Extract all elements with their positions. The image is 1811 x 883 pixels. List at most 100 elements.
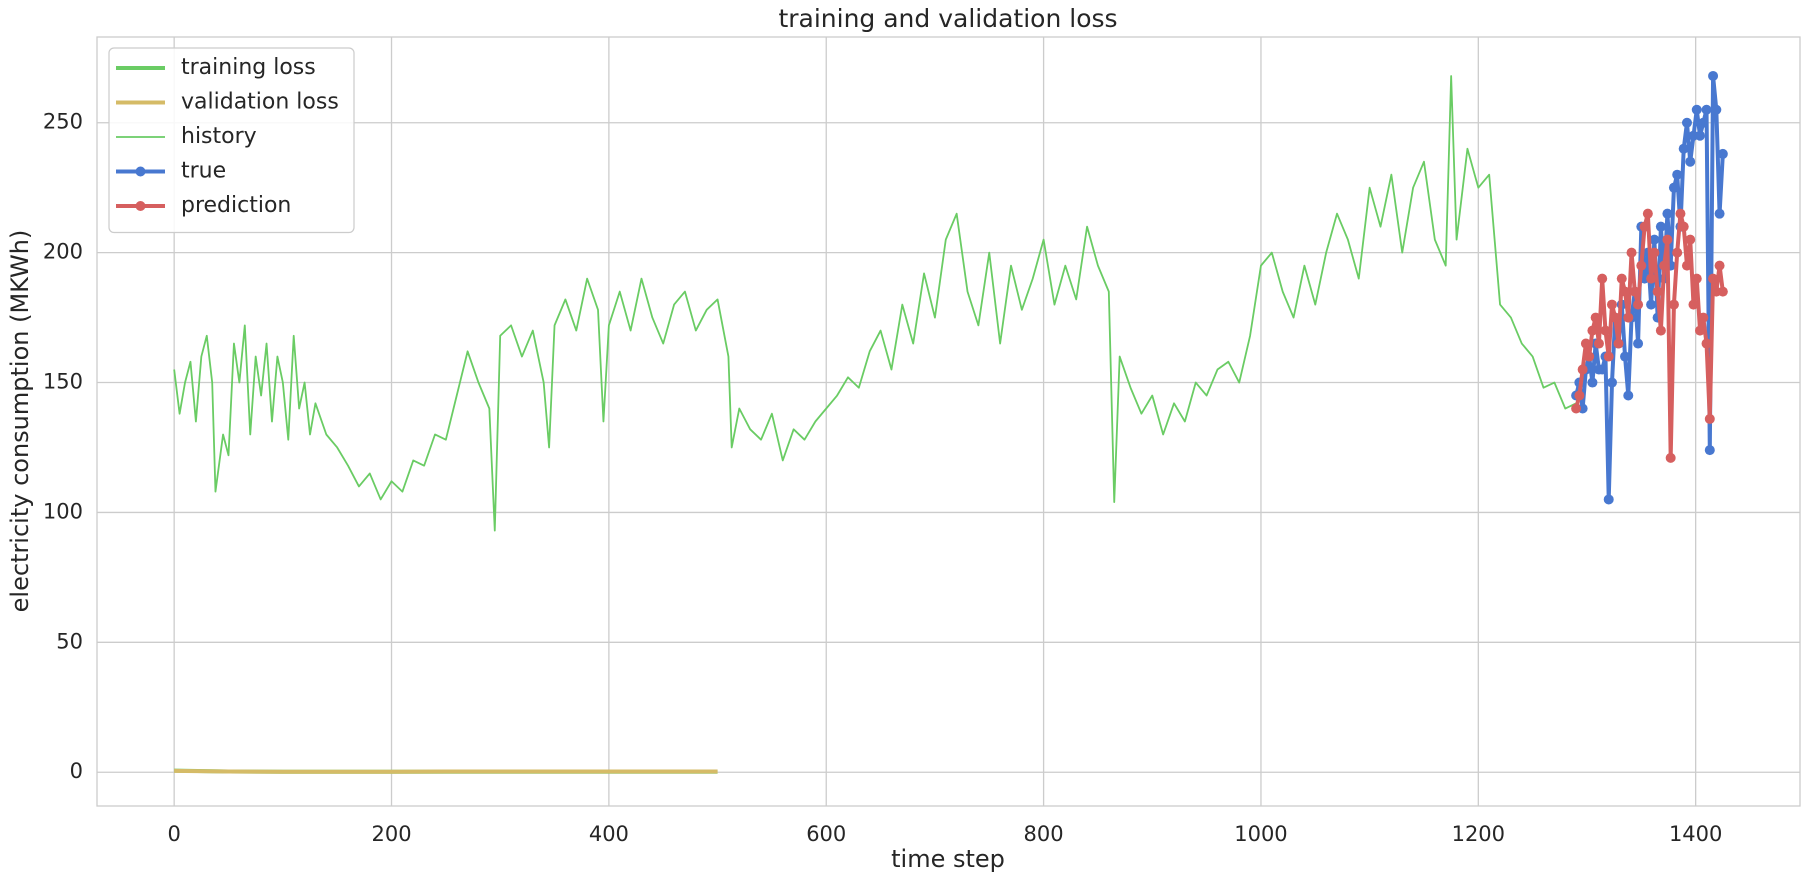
data-point bbox=[1662, 208, 1673, 219]
data-point bbox=[1629, 286, 1640, 297]
data-point bbox=[1681, 260, 1692, 271]
data-point bbox=[1717, 148, 1728, 159]
data-point bbox=[1678, 143, 1689, 154]
x-tick-label: 200 bbox=[371, 822, 411, 846]
y-tick-label: 50 bbox=[56, 629, 83, 653]
data-point bbox=[1691, 273, 1702, 284]
data-point bbox=[1633, 299, 1644, 310]
data-point bbox=[1616, 273, 1627, 284]
data-point bbox=[1701, 338, 1712, 349]
data-point bbox=[1597, 273, 1608, 284]
legend-label: true bbox=[181, 159, 226, 184]
legend-box bbox=[108, 47, 355, 234]
x-tick-label: 1000 bbox=[1234, 822, 1287, 846]
data-point bbox=[1577, 364, 1588, 375]
data-point bbox=[1590, 312, 1601, 323]
data-point bbox=[1587, 377, 1598, 388]
data-point bbox=[1659, 260, 1670, 271]
data-point bbox=[1620, 286, 1631, 297]
data-point bbox=[1704, 413, 1715, 424]
data-point bbox=[1701, 104, 1712, 115]
x-tick-label: 600 bbox=[806, 822, 846, 846]
data-point bbox=[1584, 351, 1595, 362]
x-tick-label: 0 bbox=[167, 822, 180, 846]
data-point bbox=[1636, 260, 1647, 271]
series-line bbox=[173, 75, 1577, 532]
data-point bbox=[1695, 130, 1706, 141]
data-point bbox=[1711, 104, 1722, 115]
legend-marker bbox=[135, 201, 146, 211]
data-point bbox=[1639, 221, 1650, 232]
data-point bbox=[1698, 117, 1709, 128]
data-point bbox=[1652, 286, 1663, 297]
legend-label: prediction bbox=[181, 193, 291, 218]
data-point bbox=[1646, 273, 1657, 284]
data-point bbox=[1613, 338, 1624, 349]
data-point bbox=[1626, 247, 1637, 258]
data-point bbox=[1714, 260, 1725, 271]
x-tick-label: 800 bbox=[1024, 822, 1064, 846]
x-axis-label: time step bbox=[891, 845, 1005, 873]
data-point bbox=[1655, 325, 1666, 336]
data-point bbox=[1646, 299, 1657, 310]
data-point bbox=[1603, 351, 1614, 362]
chart-title: training and validation loss bbox=[778, 4, 1117, 33]
x-tick-label: 1400 bbox=[1669, 822, 1722, 846]
data-point bbox=[1597, 364, 1608, 375]
data-point bbox=[1685, 156, 1696, 167]
legend-marker bbox=[135, 166, 146, 177]
data-point bbox=[1655, 221, 1666, 232]
legend-label: validation loss bbox=[181, 90, 339, 115]
data-point bbox=[1704, 445, 1715, 456]
data-point bbox=[1623, 312, 1634, 323]
ticks: 0 200 400 600 800 1000 1200 1400 0 50 100 150 200 250 bbox=[43, 110, 1722, 846]
data-point bbox=[1681, 117, 1692, 128]
data-point bbox=[1698, 312, 1709, 323]
data-point bbox=[1649, 234, 1660, 245]
data-point bbox=[1574, 390, 1585, 401]
plot-frame bbox=[96, 36, 1801, 807]
data-point bbox=[1662, 234, 1673, 245]
data-point bbox=[1665, 452, 1676, 463]
data-point bbox=[1717, 286, 1728, 297]
data-point bbox=[1672, 169, 1683, 180]
y-tick-label: 250 bbox=[43, 110, 83, 134]
data-point bbox=[1623, 390, 1634, 401]
data-point bbox=[1571, 403, 1582, 414]
x-tick-label: 400 bbox=[589, 822, 629, 846]
data-point bbox=[1593, 338, 1604, 349]
data-point bbox=[1620, 351, 1631, 362]
data-point bbox=[1668, 182, 1679, 193]
data-point bbox=[1603, 494, 1614, 505]
data-point bbox=[1649, 247, 1660, 258]
x-tick-label: 1200 bbox=[1452, 822, 1505, 846]
data-point bbox=[1688, 299, 1699, 310]
y-axis-label: electricity consumption (MKWh) bbox=[6, 230, 34, 613]
data-point bbox=[1610, 312, 1621, 323]
legend: training loss validation loss history true p… bbox=[108, 47, 355, 234]
legend-label: training loss bbox=[181, 55, 316, 80]
y-tick-label: 150 bbox=[43, 370, 83, 394]
data-point bbox=[1708, 273, 1719, 284]
y-tick-label: 200 bbox=[43, 240, 83, 264]
data-point bbox=[1606, 299, 1617, 310]
data-point bbox=[1678, 221, 1689, 232]
data-point bbox=[1685, 234, 1696, 245]
data-point bbox=[1580, 338, 1591, 349]
series-line bbox=[174, 768, 718, 774]
data-point bbox=[1714, 208, 1725, 219]
data-point bbox=[1668, 299, 1679, 310]
data-point bbox=[1606, 377, 1617, 388]
data-point bbox=[1672, 247, 1683, 258]
data-point bbox=[1587, 325, 1598, 336]
y-tick-label: 100 bbox=[43, 499, 83, 523]
data-point bbox=[1708, 70, 1719, 81]
data-point bbox=[1600, 325, 1611, 336]
data-point bbox=[1695, 325, 1706, 336]
y-tick-label: 0 bbox=[70, 759, 83, 783]
plot-area bbox=[173, 70, 1728, 774]
data-point bbox=[1691, 104, 1702, 115]
data-point bbox=[1675, 208, 1686, 219]
data-point bbox=[1633, 338, 1644, 349]
